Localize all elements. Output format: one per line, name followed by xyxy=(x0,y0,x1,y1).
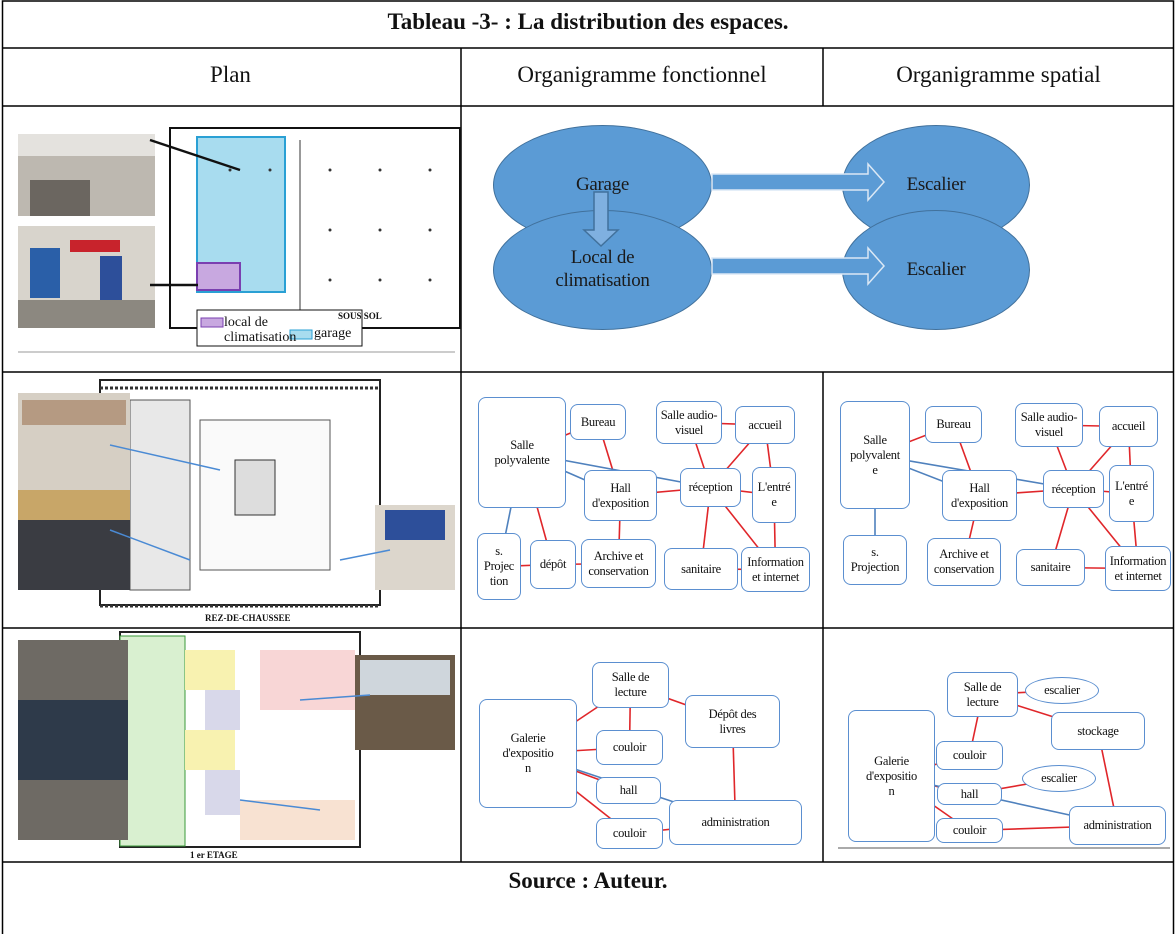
legend-label: local de climatisation xyxy=(224,315,297,345)
diagram-node: Dépôt des livres xyxy=(685,695,780,748)
diagram-node: Salle polyvalent e xyxy=(840,401,910,509)
diagram-node: dépôt xyxy=(530,540,576,589)
diagram-node: couloir xyxy=(596,818,663,849)
diagram-node: sanitaire xyxy=(664,548,738,590)
diagram-node: Salle de lecture xyxy=(947,672,1018,717)
table-title: Tableau -3- : La distribution des espace… xyxy=(387,9,789,34)
diagram-node: escalier xyxy=(1025,677,1099,704)
diagram-node: couloir xyxy=(936,741,1003,770)
diagram-node: Information et internet xyxy=(1105,546,1171,591)
diagram-node: accueil xyxy=(735,406,795,444)
diagram-node: hall xyxy=(937,783,1002,805)
ellipse-node: Local de climatisation xyxy=(493,210,712,330)
diagram-node: Salle audio- visuel xyxy=(656,401,722,444)
diagram-node: Archive et conservation xyxy=(927,538,1001,586)
diagram-node: Hall d'exposition xyxy=(942,470,1017,521)
diagram-node: s. Projec tion xyxy=(477,533,521,600)
legend-label: garage xyxy=(314,326,352,341)
diagram-node: réception xyxy=(680,468,741,507)
plan-label: SOUS SOL xyxy=(338,311,382,321)
diagram-node: escalier xyxy=(1022,765,1096,792)
diagram-node: s. Projection xyxy=(843,535,907,585)
diagram-node: Salle audio- visuel xyxy=(1015,403,1083,447)
source: Source : Auteur. xyxy=(508,868,668,893)
column-header: Plan xyxy=(210,62,251,87)
plan-label: REZ-DE-CHAUSSEE xyxy=(205,613,291,623)
diagram-node: couloir xyxy=(936,818,1003,843)
plan-1er-etage xyxy=(18,631,455,848)
diagram-node: stockage xyxy=(1051,712,1145,750)
diagram-node: hall xyxy=(596,777,661,804)
diagram-node: Galerie d'expositio n xyxy=(479,699,577,808)
diagram-node: Hall d'exposition xyxy=(584,470,657,521)
diagram-node: Information et internet xyxy=(741,547,810,592)
diagram-node: accueil xyxy=(1099,406,1158,447)
diagram-node: Salle de lecture xyxy=(592,662,669,708)
plan-sous-sol xyxy=(18,127,461,353)
diagram-node: réception xyxy=(1043,470,1104,508)
diagram-node: administration xyxy=(1069,806,1166,845)
diagram-node: Archive et conservation xyxy=(581,539,656,588)
diagram-node: Galerie d'expositio n xyxy=(848,710,935,842)
diagram-node: sanitaire xyxy=(1016,549,1085,586)
diagram-node: Bureau xyxy=(570,404,626,440)
diagram-node: Bureau xyxy=(925,406,982,443)
column-header: Organigramme fonctionnel xyxy=(517,62,767,87)
diagram-node: L'entré e xyxy=(752,467,796,523)
diagram-node: L'entré e xyxy=(1109,465,1154,522)
plan-label: 1 er ETAGE xyxy=(190,850,238,860)
diagram-node: Salle polyvalente xyxy=(478,397,566,508)
diagram-node: couloir xyxy=(596,730,663,765)
ellipse-node: Escalier xyxy=(842,210,1030,330)
plan-rez-de-chaussee xyxy=(18,379,455,608)
diagram-node: administration xyxy=(669,800,802,845)
column-header: Organigramme spatial xyxy=(896,62,1101,87)
